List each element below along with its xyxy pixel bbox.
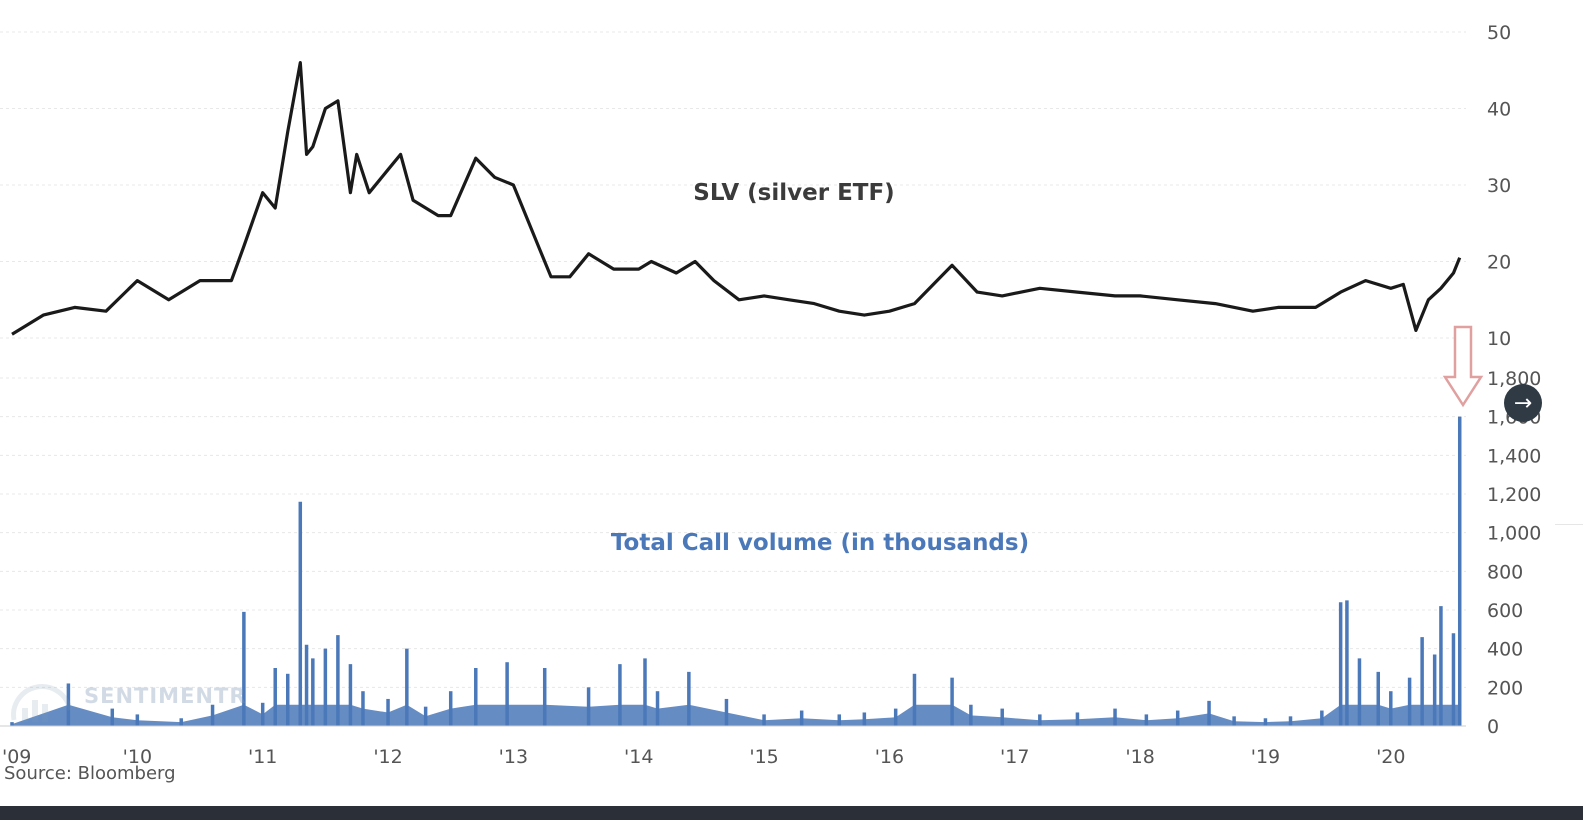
x-tick-label: '12 [373, 746, 402, 768]
price-tick-label: 40 [1487, 99, 1511, 121]
x-tick-label: '19 [1251, 746, 1280, 768]
next-button[interactable]: → [1504, 384, 1542, 422]
x-tick-label: '20 [1376, 746, 1405, 768]
x-tick-label: '09 [2, 746, 31, 768]
watermark-text: SENTIMENTR [84, 684, 247, 708]
down-arrow-icon [1442, 325, 1484, 408]
x-tick-label: '10 [123, 746, 152, 768]
volume-tick-label: 1,200 [1487, 484, 1541, 506]
volume-series [10, 416, 1462, 726]
side-divider [1555, 0, 1583, 525]
volume-tick-label: 600 [1487, 600, 1523, 622]
x-tick-label: '18 [1125, 746, 1154, 768]
volume-tick-label: 1,400 [1487, 445, 1541, 467]
price-axis: 50 40 30 20 10 [1487, 22, 1511, 350]
x-tick-label: '16 [875, 746, 904, 768]
call-volume-series-label: Total Call volume (in thousands) [611, 530, 1029, 556]
source-note: Source: Bloomberg [4, 763, 176, 784]
x-tick-label: '15 [749, 746, 778, 768]
slv-series-label: SLV (silver ETF) [693, 180, 894, 206]
volume-area [12, 704, 1460, 726]
watermark-logo-icon [11, 684, 73, 722]
grid-lines [0, 31, 1466, 688]
price-tick-label: 30 [1487, 175, 1511, 197]
x-tick-label: '14 [624, 746, 653, 768]
x-tick-label: '17 [1000, 746, 1029, 768]
price-tick-label: 20 [1487, 252, 1511, 274]
volume-tick-label: 1,000 [1487, 523, 1541, 545]
bottom-bar [0, 806, 1583, 820]
slv-price-line [11, 61, 1462, 336]
volume-tick-label: 400 [1487, 639, 1523, 661]
x-axis: '09 '10 '11 '12 '13 '14 '15 '16 '17 '18 '19 '20 [2, 746, 1405, 768]
price-tick-label: 10 [1487, 328, 1511, 350]
price-tick-label: 50 [1487, 22, 1511, 44]
volume-tick-label: 0 [1487, 716, 1499, 738]
x-tick-label: '11 [248, 746, 277, 768]
volume-tick-label: 800 [1487, 561, 1523, 583]
x-tick-label: '13 [499, 746, 528, 768]
arrow-right-icon: → [1513, 390, 1533, 416]
volume-tick-label: 200 [1487, 677, 1523, 699]
